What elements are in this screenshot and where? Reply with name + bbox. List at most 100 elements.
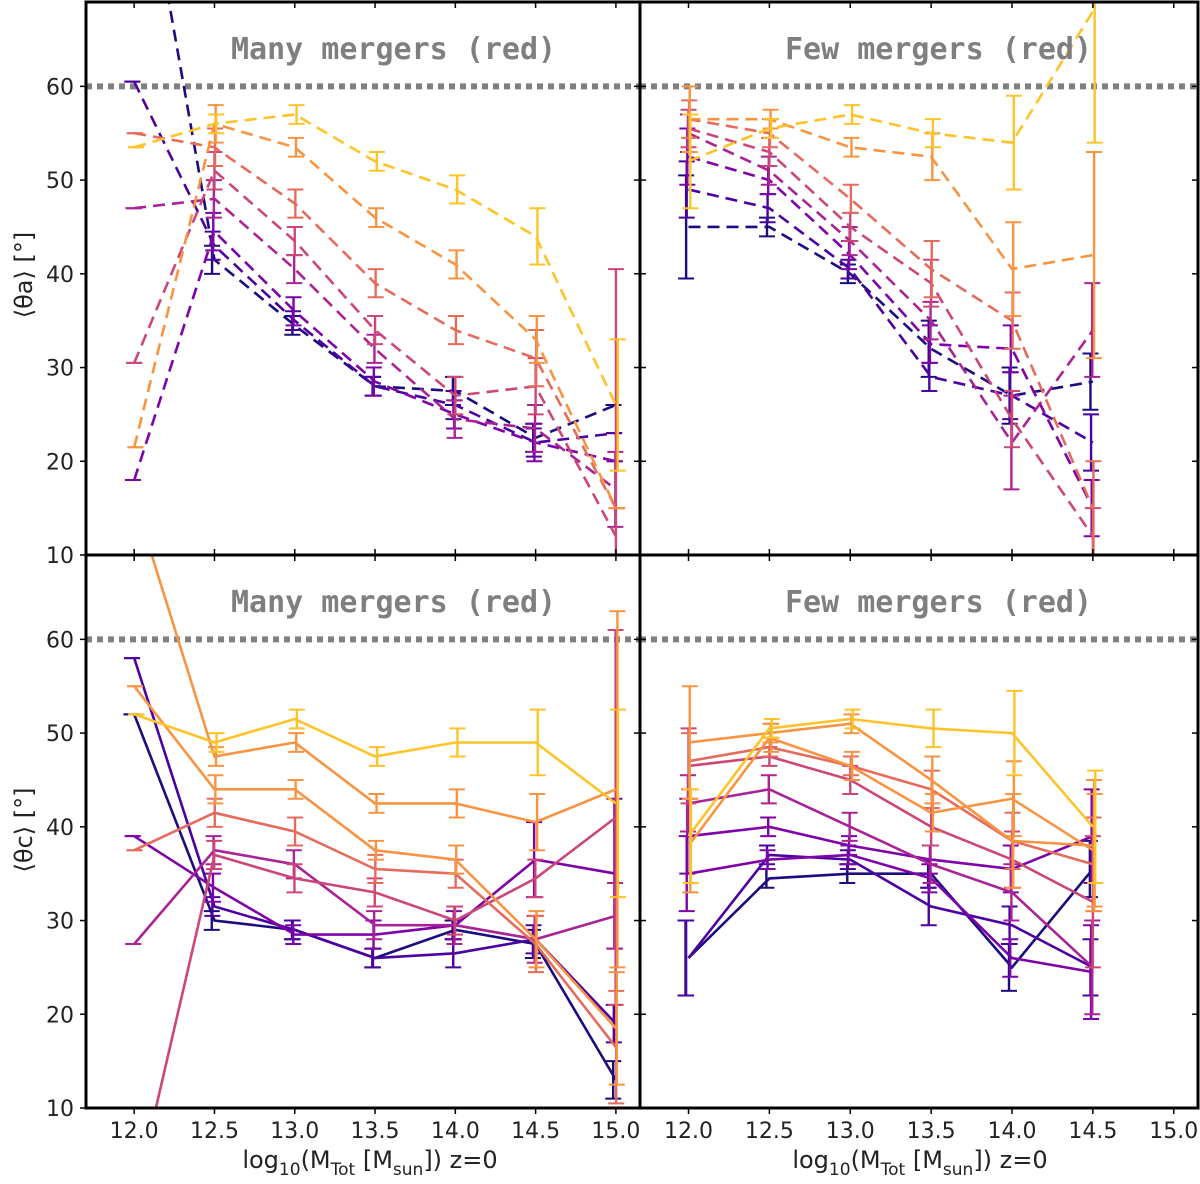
- error-bar: [207, 774, 224, 805]
- plot-area-bottom-left: [86, 555, 640, 1108]
- error-bar: [285, 296, 302, 327]
- error-bar: [449, 727, 466, 758]
- error-bar: [288, 732, 305, 753]
- error-bar: [367, 314, 384, 346]
- error-bar: [285, 924, 302, 945]
- panel-annotation: Few mergers (red): [785, 32, 1092, 67]
- error-bar: [1004, 389, 1020, 449]
- error-bar: [1005, 94, 1022, 191]
- error-bar: [448, 788, 465, 819]
- series-line-1: [133, 81, 617, 444]
- error-bar: [367, 839, 384, 861]
- error-bar: [288, 708, 305, 730]
- y-tick-label: 40: [46, 263, 74, 288]
- y-axis-label-top: ⟨θa⟩ [°]: [10, 232, 38, 318]
- series-line-5: [688, 755, 1094, 903]
- y-tick-label: 10: [46, 544, 74, 569]
- error-bar: [367, 268, 384, 299]
- series-line-7: [133, 113, 618, 406]
- series-line-2: [688, 155, 1095, 509]
- error-bar: [287, 188, 304, 219]
- error-bar: [843, 136, 860, 158]
- error-bar: [841, 811, 858, 842]
- error-bar: [682, 113, 699, 210]
- error-bar: [923, 240, 940, 299]
- error-bar: [609, 338, 626, 472]
- panel-annotation: Many mergers (red): [231, 32, 556, 67]
- error-bar: [1086, 2, 1103, 144]
- error-bar: [528, 910, 545, 969]
- x-axis-label-left: log10(MTot [Msun]) z=0: [242, 1146, 497, 1180]
- error-bar: [924, 793, 941, 833]
- error-bar: [369, 746, 386, 767]
- series-line-7: [688, 722, 1093, 847]
- y-tick-label: 60: [46, 628, 74, 653]
- error-bar: [206, 839, 223, 870]
- series-line-0: [687, 868, 1094, 970]
- x-axis-label-right: log10(MTot [Msun]) z=0: [792, 1146, 1047, 1180]
- series-line-7: [150, 555, 617, 824]
- error-bar: [842, 183, 859, 214]
- error-bar: [286, 254, 303, 285]
- error-bar: [763, 118, 780, 139]
- error-bar: [605, 1060, 622, 1100]
- error-bar: [287, 778, 304, 800]
- series-line-2: [688, 853, 1094, 974]
- error-bar: [1005, 221, 1022, 317]
- x-tick-label: 12.0: [664, 1119, 713, 1144]
- error-bar: [1087, 769, 1104, 885]
- y-tick-label: 10: [46, 1097, 74, 1122]
- error-bar: [608, 971, 625, 1086]
- y-tick-label: 30: [46, 357, 74, 382]
- error-bar: [760, 816, 777, 838]
- error-bar: [368, 150, 385, 172]
- error-bar: [287, 136, 304, 158]
- x-tick-label: 15.0: [591, 1119, 640, 1144]
- error-bar: [763, 718, 780, 739]
- series-line-3: [688, 825, 1094, 871]
- y-tick-label: 50: [46, 722, 74, 747]
- error-bar: [682, 788, 699, 885]
- x-tick-label: 12.5: [745, 1119, 794, 1144]
- x-tick-label: 15.0: [1149, 1119, 1198, 1144]
- error-bar: [288, 104, 305, 125]
- panel-annotation: Many mergers (red): [231, 585, 556, 620]
- series-line-1: [687, 853, 1094, 969]
- y-tick-label: 20: [46, 450, 74, 475]
- x-tick-label: 13.0: [826, 1119, 875, 1144]
- panel-frame: [638, 553, 1200, 1110]
- x-tick-label: 13.5: [907, 1119, 956, 1144]
- x-tick-label: 13.5: [351, 1119, 400, 1144]
- error-bar: [449, 174, 466, 205]
- series-line-8: [133, 713, 617, 805]
- error-bar: [448, 249, 465, 280]
- error-bar: [528, 314, 545, 364]
- error-bar: [368, 793, 385, 814]
- series-line-6: [688, 117, 1094, 271]
- error-bar: [448, 844, 465, 875]
- series-line-4: [688, 787, 1094, 969]
- error-bar: [366, 910, 383, 941]
- error-bar: [365, 366, 382, 397]
- panel-top-left: Many mergers (red) 10 20 30 40 50 60: [46, 0, 642, 569]
- error-bar: [844, 104, 861, 125]
- series-line-4: [688, 127, 1094, 538]
- error-bar: [1086, 150, 1103, 360]
- series-line-8: [687, 736, 1094, 852]
- error-bar: [368, 207, 385, 228]
- panel-top-right: Few mergers (red): [638, 0, 1200, 557]
- error-bar: [447, 314, 464, 346]
- error-bar: [844, 708, 861, 730]
- error-bar: [208, 113, 225, 135]
- error-bar: [1006, 689, 1023, 777]
- series-line-0: [688, 225, 1094, 398]
- error-bar: [447, 375, 464, 416]
- x-tick-label: 14.0: [431, 1119, 480, 1144]
- error-bar: [529, 793, 546, 852]
- error-bar: [1082, 352, 1099, 411]
- x-tick-label: 12.0: [110, 1119, 159, 1144]
- error-bar: [1085, 460, 1102, 555]
- error-bar: [286, 863, 303, 894]
- error-bar: [529, 708, 546, 777]
- series-line-1: [688, 188, 1094, 444]
